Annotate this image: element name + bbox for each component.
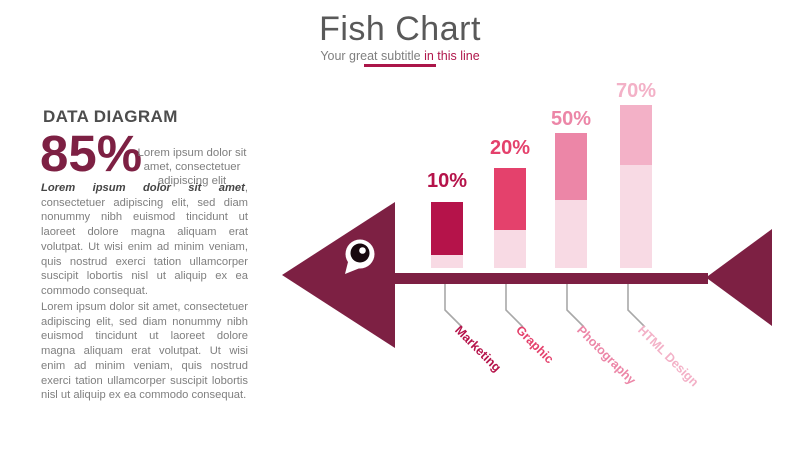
category-label-photography: Photography xyxy=(574,323,639,388)
connector-line xyxy=(505,284,524,328)
value-label-marketing: 10% xyxy=(426,170,468,192)
section-heading: DATA DIAGRAM xyxy=(43,107,178,126)
connector-line xyxy=(444,284,463,328)
subtitle-plain: Your great subtitle xyxy=(320,49,425,63)
paragraph-rest: , consectetuer adipiscing elit, sed diam… xyxy=(41,182,248,297)
paragraph-lead: Lorem ipsum dolor sit amet xyxy=(41,182,245,194)
value-label-photography: 50% xyxy=(550,108,592,130)
bar-segment-base xyxy=(494,230,526,268)
fish-spine-bar xyxy=(393,273,708,284)
subtitle: Your great subtitle in this line xyxy=(0,49,800,63)
bar-photography xyxy=(555,133,587,268)
body-paragraph-2: Lorem ipsum dolor sit amet, consectetuer… xyxy=(41,301,248,402)
category-label-marketing: Marketing xyxy=(452,323,504,375)
bar-segment-base xyxy=(620,165,652,268)
connector-line xyxy=(627,284,646,328)
page-title: Fish Chart xyxy=(319,10,481,48)
category-label-html-design: HTML Design xyxy=(635,323,702,390)
fish-eye-icon xyxy=(345,239,375,274)
title-underline xyxy=(364,64,436,67)
bar-segment-top xyxy=(494,168,526,230)
stat-value: 85% xyxy=(40,125,143,182)
stat-caption: Lorem ipsum dolor sit amet, consectetuer… xyxy=(137,147,247,187)
bar-segment-top xyxy=(620,105,652,165)
bar-segment-base xyxy=(431,255,463,268)
value-label-graphic: 20% xyxy=(489,137,531,159)
connector-line xyxy=(566,284,585,328)
category-label-graphic: Graphic xyxy=(513,323,557,367)
bar-segment-base xyxy=(555,200,587,268)
bar-segment-top xyxy=(431,202,463,255)
body-paragraph-1: Lorem ipsum dolor sit amet, consectetuer… xyxy=(41,181,248,299)
bar-segment-top xyxy=(555,133,587,200)
bar-html-design xyxy=(620,105,652,268)
bar-marketing xyxy=(431,202,463,268)
fish-tail-shape xyxy=(706,229,772,326)
bar-graphic xyxy=(494,168,526,268)
value-label-html-design: 70% xyxy=(615,80,657,102)
subtitle-accent: in this line xyxy=(424,49,480,63)
